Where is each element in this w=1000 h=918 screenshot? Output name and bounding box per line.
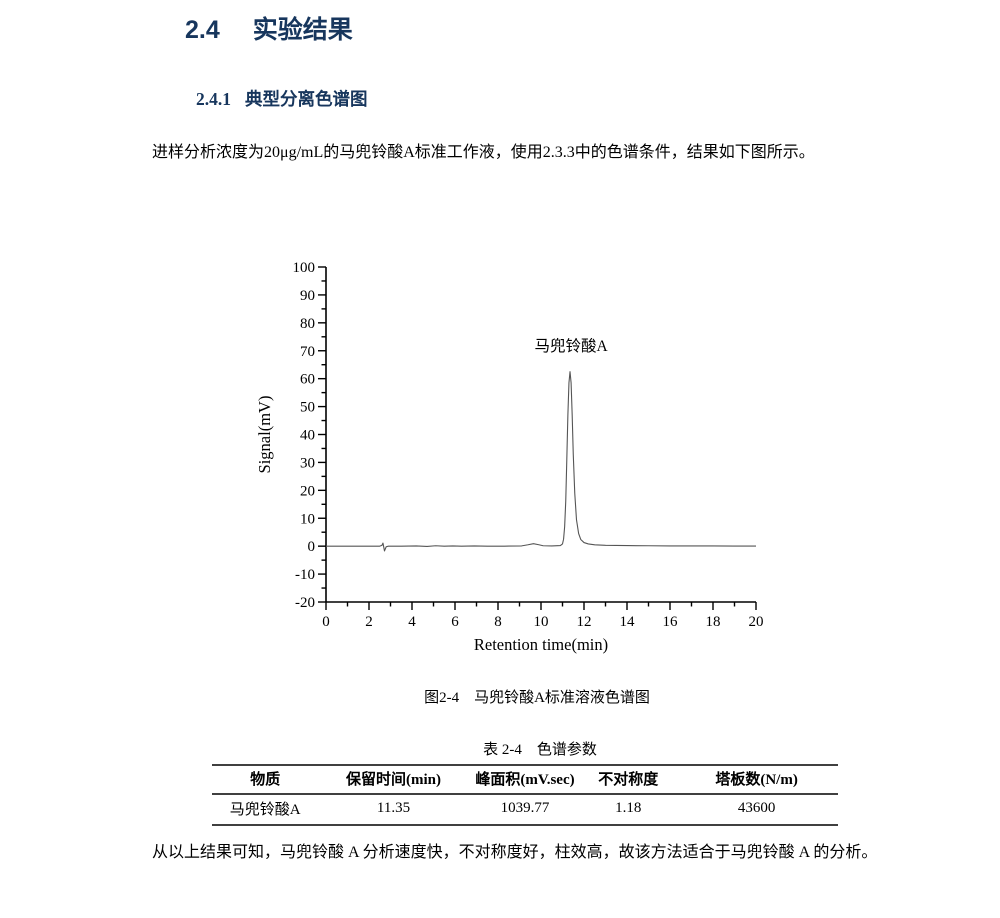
x-tick-label: 10 [534,614,549,630]
y-tick-label: 10 [300,511,315,527]
table-header-row: 物质 保留时间(min) 峰面积(mV.sec) 不对称度 塔板数(N/m) [212,765,838,794]
table-header-cell: 不对称度 [598,772,659,788]
figure-caption: 图2-4 马兜铃酸A标准溶液色谱图 [424,690,650,706]
y-axis-title: Signal(mV) [255,396,274,474]
table-body: 马兜铃酸A 11.35 1039.77 1.18 43600 [212,794,838,825]
conclusion-paragraph: 从以上结果可知，马兜铃酸 A 分析速度快，不对称度好，柱效高，故该方法适合于马兜… [152,844,878,861]
x-tick-label: 4 [408,614,416,630]
y-tick-label: 20 [300,483,315,499]
x-tick-label: 0 [322,614,330,630]
table-header: 物质 保留时间(min) 峰面积(mV.sec) 不对称度 塔板数(N/m) [212,765,838,794]
section-title: 实验结果 [252,16,353,44]
table-caption: 表 2-4 色谱参数 [483,742,597,758]
x-tick-label: 6 [451,614,459,630]
chromatogram-figure: 0 2 4 6 8 10 12 14 16 18 20 -20 -10 0 10 20 30 40 50 60 70 80… [246,245,766,665]
x-tick-label: 2 [365,614,373,630]
table-row: 马兜铃酸A 11.35 1039.77 1.18 43600 [212,794,838,825]
x-tick-label: 8 [494,614,502,630]
table-header-cell: 物质 [250,772,281,788]
y-tick-label: 40 [300,428,315,444]
subsection-title: 典型分离色谱图 [245,89,368,109]
table-cell: 1039.77 [500,800,550,816]
y-tick-label: -10 [295,567,315,583]
y-tick-label: 70 [300,344,315,360]
section-number: 2.4 [185,16,220,44]
y-tick-label: 0 [308,539,316,555]
subsection-heading: 2.4.1 典型分离色谱图 [196,87,368,111]
y-tick-label: 80 [300,316,315,332]
table-cell: 1.18 [615,800,642,816]
table-header-cell: 峰面积(mV.sec) [475,772,575,788]
intro-paragraph: 进样分析浓度为20μg/mL的马兜铃酸A标准工作液，使用2.3.3中的色谱条件，… [152,144,815,161]
table-cell: 11.35 [376,800,411,816]
subsection-number: 2.4.1 [196,89,231,109]
peak-annotation-label: 马兜铃酸A [534,337,608,355]
chromatogram-svg: 0 2 4 6 8 10 12 14 16 18 20 -20 -10 0 10 20 30 40 50 60 70 80… [255,260,764,654]
table-header-cell: 塔板数(N/m) [715,772,798,788]
chromatogram-trace [326,371,756,552]
x-axis-title: Retention time(min) [474,635,608,654]
chromatography-parameters-table: 物质 保留时间(min) 峰面积(mV.sec) 不对称度 塔板数(N/m) 马兜铃酸A… [212,764,838,826]
x-tick-label: 18 [706,614,721,630]
table-header-cell: 保留时间(min) [346,772,442,788]
y-tick-label: 30 [300,455,315,471]
x-tick-label: 12 [577,614,592,630]
table-cell: 43600 [737,800,776,816]
y-tick-label: 60 [300,372,315,388]
table-cell: 马兜铃酸A [229,802,301,818]
y-tick-label: -20 [295,595,315,611]
x-tick-label: 16 [663,614,679,630]
section-heading: 2.4 实验结果 [185,14,353,46]
x-tick-label: 20 [749,614,764,630]
y-tick-label: 100 [293,260,316,276]
y-tick-label: 50 [300,400,315,416]
x-tick-label: 14 [620,614,636,630]
y-tick-label: 90 [300,288,315,304]
